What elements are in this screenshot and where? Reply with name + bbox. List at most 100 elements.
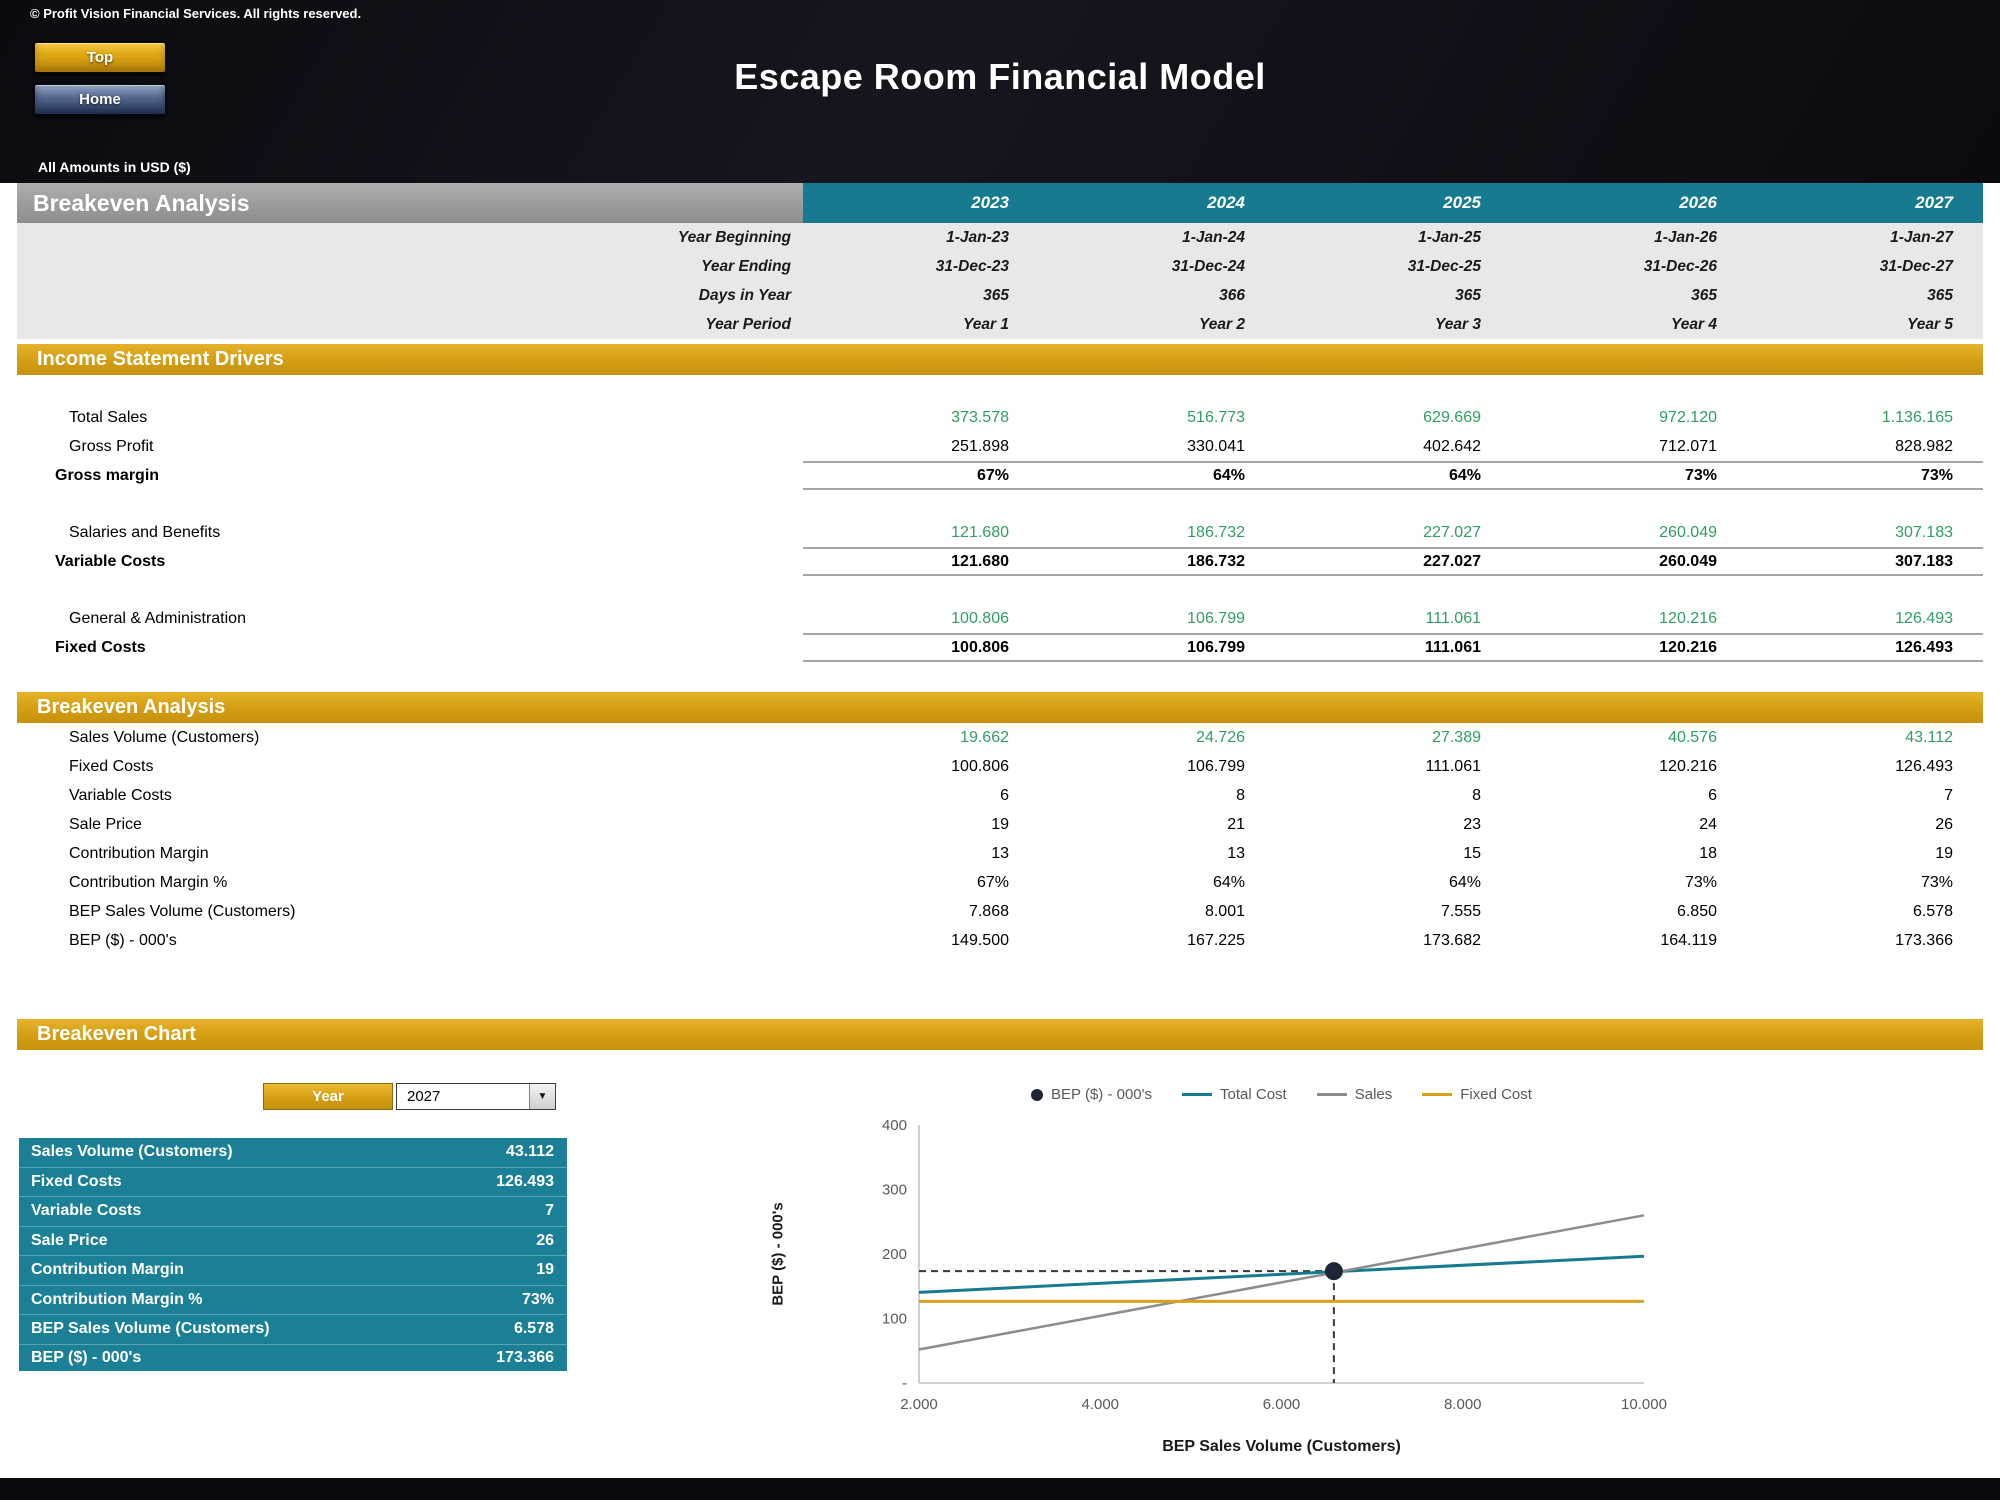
- top-button[interactable]: Top: [34, 42, 166, 73]
- spacer-row: [17, 375, 1983, 403]
- year-dropdown-value: 2027: [407, 1088, 441, 1105]
- row-value: 15: [1463, 845, 1481, 862]
- copyright-text: © Profit Vision Financial Services. All …: [30, 6, 362, 21]
- row-value: 64%: [1448, 874, 1481, 891]
- row-value: 120.216: [1659, 610, 1717, 627]
- section-rows-0: Total Sales 373.578 516.773 629.669 972.120 1…: [17, 375, 1983, 662]
- legend-label: Sales: [1354, 1086, 1393, 1103]
- info-row: Year Period Year 1 Year 2 Year 3 Year 4 Year …: [17, 310, 1983, 339]
- info-row-value: 365: [1455, 287, 1481, 304]
- legend-item: BEP ($) - 000's: [1031, 1086, 1152, 1103]
- row-value: 24: [1699, 816, 1717, 833]
- info-row-value: Year 1: [963, 316, 1009, 333]
- year-dropdown[interactable]: 2027 ▼: [396, 1083, 556, 1110]
- row-label: Fixed Costs: [55, 639, 146, 656]
- table-title: Breakeven Analysis: [17, 183, 803, 223]
- row-label: General & Administration: [69, 610, 246, 627]
- table-row: Fixed Costs 100.806 106.799 111.061 120.216 1…: [17, 752, 1983, 781]
- section-header-breakeven-chart: Breakeven Chart: [17, 1019, 1983, 1050]
- row-value: 100.806: [951, 610, 1009, 627]
- row-label: Variable Costs: [69, 787, 172, 804]
- row-value: 126.493: [1895, 758, 1953, 775]
- row-value: 27.389: [1432, 729, 1481, 746]
- summary-row-value: 6.578: [513, 1320, 554, 1338]
- home-button[interactable]: Home: [34, 84, 166, 115]
- row-value: 227.027: [1275, 547, 1511, 576]
- section-title: Breakeven Analysis: [37, 696, 226, 718]
- row-value: 173.682: [1423, 932, 1481, 949]
- legend-item: Sales: [1316, 1086, 1393, 1103]
- info-row-label: Year Beginning: [677, 229, 791, 246]
- summary-row-label: BEP ($) - 000's: [31, 1348, 142, 1366]
- table-row: Gross margin 67% 64% 64% 73% 73%: [17, 461, 1983, 490]
- info-row-label: Year Period: [705, 316, 791, 333]
- row-value: 21: [1227, 816, 1245, 833]
- table-row: BEP Sales Volume (Customers) 7.868 8.001 7.…: [17, 897, 1983, 926]
- info-row-value: Year 3: [1435, 316, 1481, 333]
- info-row-value: Year 2: [1199, 316, 1245, 333]
- row-value: 111.061: [1275, 633, 1511, 662]
- summary-row-value: 26: [536, 1231, 554, 1249]
- legend-line-marker: [1316, 1093, 1347, 1096]
- row-value: 23: [1463, 816, 1481, 833]
- summary-row-value: 126.493: [496, 1172, 554, 1190]
- legend-label: Total Cost: [1220, 1086, 1287, 1103]
- year-column-header: 2023: [803, 183, 1039, 223]
- legend-line-marker: [1422, 1093, 1453, 1096]
- row-value: 7.868: [968, 903, 1009, 920]
- row-value: 111.061: [1425, 610, 1481, 627]
- row-value: 186.732: [1187, 524, 1245, 541]
- row-value: 40.576: [1668, 729, 1717, 746]
- info-row-value: 31-Dec-26: [1643, 258, 1717, 275]
- summary-row: Contribution Margin 19: [19, 1256, 567, 1286]
- table-row: General & Administration 100.806 106.799 11…: [17, 604, 1983, 633]
- table-row: Gross Profit 251.898 330.041 402.642 712.071…: [17, 432, 1983, 461]
- chart-y-axis-title: BEP ($) - 000's: [769, 1202, 787, 1306]
- row-value: 64%: [1212, 874, 1245, 891]
- row-value: 26: [1935, 816, 1953, 833]
- info-row-value: 366: [1219, 287, 1245, 304]
- summary-row-value: 173.366: [496, 1348, 554, 1366]
- info-row-value: 1-Jan-24: [1182, 229, 1245, 246]
- table-row: Variable Costs 121.680 186.732 227.027 260.0…: [17, 547, 1983, 576]
- info-row: Year Beginning 1-Jan-23 1-Jan-24 1-Jan-25 1-…: [17, 223, 1983, 252]
- legend-dot-marker: [1031, 1088, 1044, 1101]
- row-value: 64%: [1039, 461, 1275, 490]
- row-label: BEP ($) - 000's: [69, 932, 177, 949]
- info-row-value: 1-Jan-25: [1418, 229, 1481, 246]
- year-selector-label: Year: [263, 1083, 393, 1110]
- row-label: BEP Sales Volume (Customers): [69, 903, 296, 920]
- info-row: Days in Year 365 366 365 365 365: [17, 281, 1983, 310]
- section-title: Income Statement Drivers: [37, 348, 284, 370]
- summary-row-value: 19: [536, 1261, 554, 1279]
- row-value: 8: [1472, 787, 1481, 804]
- summary-row-label: Contribution Margin: [31, 1261, 184, 1279]
- row-label: Sales Volume (Customers): [69, 729, 260, 746]
- row-value: 629.669: [1423, 409, 1481, 426]
- summary-row-label: BEP Sales Volume (Customers): [31, 1320, 270, 1338]
- info-row-value: 31-Dec-25: [1407, 258, 1481, 275]
- row-value: 6: [1708, 787, 1717, 804]
- spacer-row: [17, 490, 1983, 518]
- row-value: 6: [1000, 787, 1009, 804]
- year-selector: Year 2027 ▼: [263, 1083, 556, 1110]
- row-value: 173.366: [1895, 932, 1953, 949]
- row-label: Sale Price: [69, 816, 142, 833]
- year-column-header: 2025: [1275, 183, 1511, 223]
- row-value: 13: [991, 845, 1009, 862]
- series-line-total-cost: [918, 1254, 1645, 1294]
- row-value: 260.049: [1659, 524, 1717, 541]
- x-tick-label: 4.000: [1081, 1396, 1119, 1413]
- table-row: Variable Costs 6 8 8 6 7: [17, 781, 1983, 810]
- summary-row-label: Fixed Costs: [31, 1172, 122, 1190]
- y-tick-label: 100: [882, 1311, 907, 1328]
- table-row: Sale Price 19 21 23 24 26: [17, 810, 1983, 839]
- dropdown-arrow-icon[interactable]: ▼: [529, 1084, 555, 1109]
- row-value: 7: [1944, 787, 1953, 804]
- row-value: 307.183: [1747, 547, 1983, 576]
- row-label: Variable Costs: [55, 553, 166, 570]
- row-value: 43.112: [1905, 729, 1953, 746]
- info-row-label: Days in Year: [698, 287, 791, 304]
- y-tick-label: -: [902, 1375, 907, 1392]
